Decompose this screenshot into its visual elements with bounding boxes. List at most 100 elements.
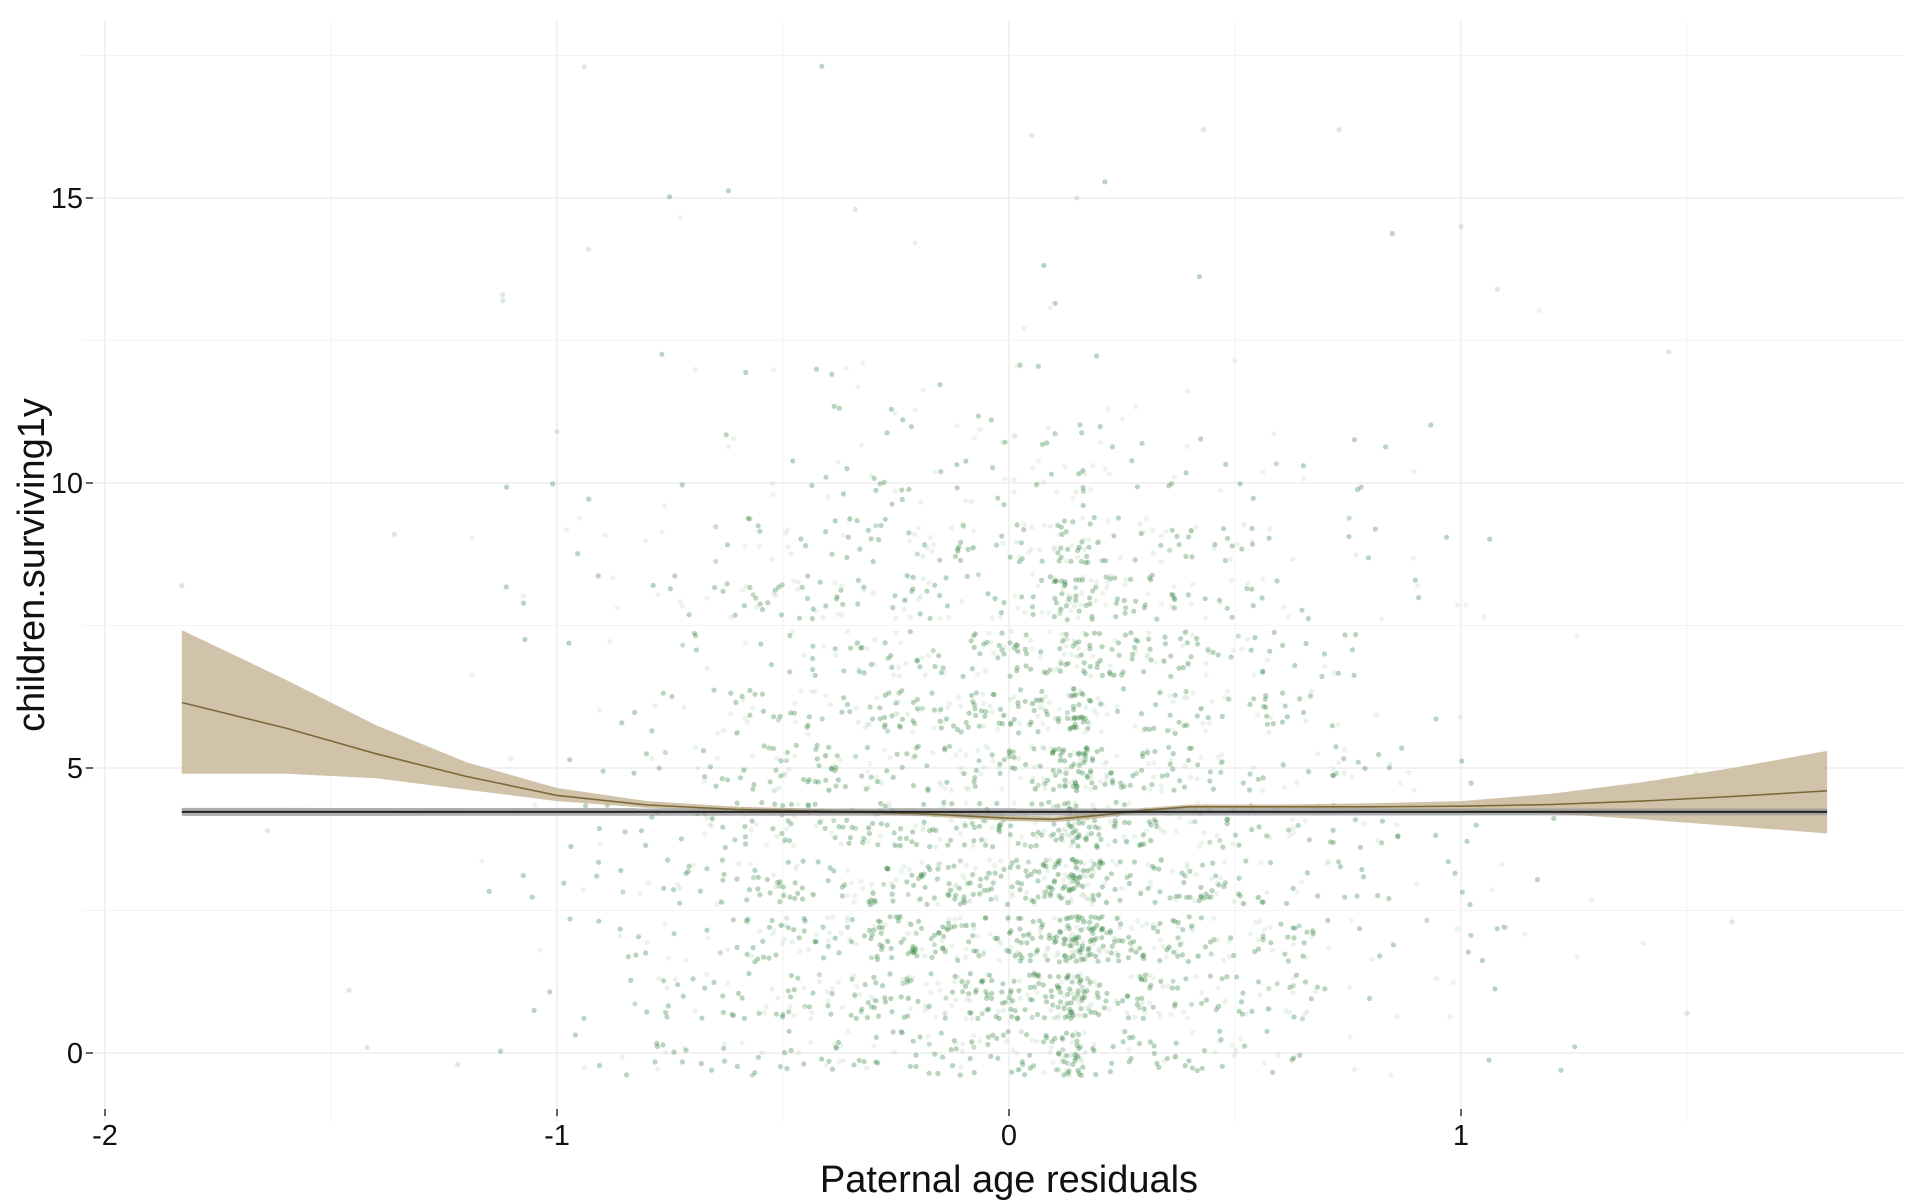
data-point bbox=[1229, 1042, 1235, 1048]
data-point bbox=[692, 1007, 698, 1014]
data-point bbox=[664, 985, 670, 991]
data-point bbox=[1081, 994, 1087, 1000]
data-point bbox=[812, 688, 818, 694]
data-point bbox=[788, 551, 794, 557]
data-point bbox=[1053, 489, 1060, 495]
data-point bbox=[1182, 763, 1188, 769]
data-point bbox=[935, 980, 941, 986]
data-point bbox=[1105, 842, 1112, 848]
data-point bbox=[1075, 991, 1081, 997]
data-point bbox=[1059, 1055, 1065, 1062]
data-point bbox=[1103, 898, 1109, 904]
data-point bbox=[912, 532, 918, 538]
data-point bbox=[1131, 833, 1137, 839]
data-point bbox=[990, 758, 996, 764]
data-point bbox=[1489, 887, 1495, 893]
data-point bbox=[1104, 712, 1110, 718]
data-point bbox=[1203, 615, 1209, 621]
data-point bbox=[1070, 691, 1076, 698]
data-point bbox=[1075, 615, 1081, 621]
data-point bbox=[949, 787, 955, 794]
data-point bbox=[808, 1016, 814, 1022]
data-point bbox=[1184, 861, 1190, 867]
data-point bbox=[1076, 867, 1082, 874]
data-point bbox=[835, 459, 841, 465]
data-point bbox=[969, 1040, 975, 1046]
data-point bbox=[1075, 882, 1081, 889]
data-point bbox=[920, 575, 926, 582]
data-point bbox=[1042, 953, 1048, 959]
grid-lines bbox=[82, 21, 1904, 1122]
data-point bbox=[853, 705, 859, 711]
data-point bbox=[1123, 577, 1129, 583]
data-point bbox=[750, 705, 756, 711]
data-point bbox=[896, 673, 903, 679]
data-point bbox=[1012, 593, 1018, 599]
data-point bbox=[1076, 834, 1082, 840]
data-point bbox=[1046, 610, 1052, 616]
data-point bbox=[1193, 871, 1199, 878]
data-point bbox=[1173, 948, 1179, 955]
data-point bbox=[1069, 948, 1075, 955]
data-point bbox=[1142, 1010, 1148, 1016]
data-point bbox=[1090, 802, 1096, 808]
data-point bbox=[1265, 657, 1271, 663]
data-point bbox=[479, 858, 485, 864]
data-point bbox=[745, 920, 751, 926]
data-point bbox=[1499, 861, 1505, 867]
data-point bbox=[1200, 720, 1206, 726]
data-point bbox=[1114, 753, 1120, 759]
data-point bbox=[655, 592, 661, 598]
data-point bbox=[1095, 946, 1101, 953]
data-point bbox=[1294, 889, 1300, 896]
data-point bbox=[1184, 695, 1190, 701]
data-point bbox=[1050, 804, 1056, 810]
data-point bbox=[1053, 953, 1059, 959]
data-point bbox=[785, 527, 791, 533]
data-point bbox=[867, 897, 873, 903]
data-point bbox=[826, 938, 832, 944]
data-point bbox=[906, 538, 913, 544]
data-point bbox=[1219, 752, 1225, 758]
data-point bbox=[963, 498, 969, 504]
data-point bbox=[1180, 1008, 1187, 1015]
data-point bbox=[1130, 945, 1136, 951]
data-point bbox=[958, 703, 964, 710]
data-point bbox=[1182, 694, 1188, 700]
data-point bbox=[866, 721, 873, 727]
data-point bbox=[1078, 892, 1084, 898]
data-point bbox=[714, 755, 720, 761]
data-point bbox=[1060, 585, 1066, 591]
data-point bbox=[864, 721, 870, 728]
data-point bbox=[1180, 643, 1186, 649]
data-point bbox=[1084, 745, 1090, 751]
data-point bbox=[1102, 760, 1108, 767]
data-point bbox=[936, 861, 942, 868]
data-point bbox=[935, 901, 941, 907]
data-point bbox=[906, 994, 912, 1001]
data-point bbox=[1041, 522, 1048, 528]
data-point bbox=[953, 752, 959, 758]
data-point bbox=[1014, 363, 1020, 369]
data-point bbox=[1184, 864, 1190, 870]
data-point bbox=[1029, 524, 1035, 530]
data-point bbox=[948, 1002, 955, 1009]
data-point bbox=[662, 921, 668, 927]
data-point bbox=[922, 953, 928, 959]
data-point bbox=[919, 946, 925, 953]
data-point bbox=[827, 702, 834, 708]
data-point bbox=[989, 615, 995, 621]
data-point bbox=[942, 946, 949, 952]
data-point bbox=[1074, 787, 1080, 794]
data-point bbox=[1091, 707, 1097, 713]
data-point bbox=[1087, 896, 1094, 902]
data-point bbox=[1411, 787, 1417, 793]
data-point bbox=[792, 753, 798, 759]
data-point bbox=[1150, 974, 1156, 980]
data-point bbox=[805, 947, 812, 953]
data-point bbox=[1068, 843, 1074, 849]
data-point bbox=[1081, 630, 1087, 636]
data-point bbox=[1397, 780, 1403, 786]
data-point bbox=[1199, 840, 1205, 846]
data-point bbox=[1019, 1029, 1025, 1035]
